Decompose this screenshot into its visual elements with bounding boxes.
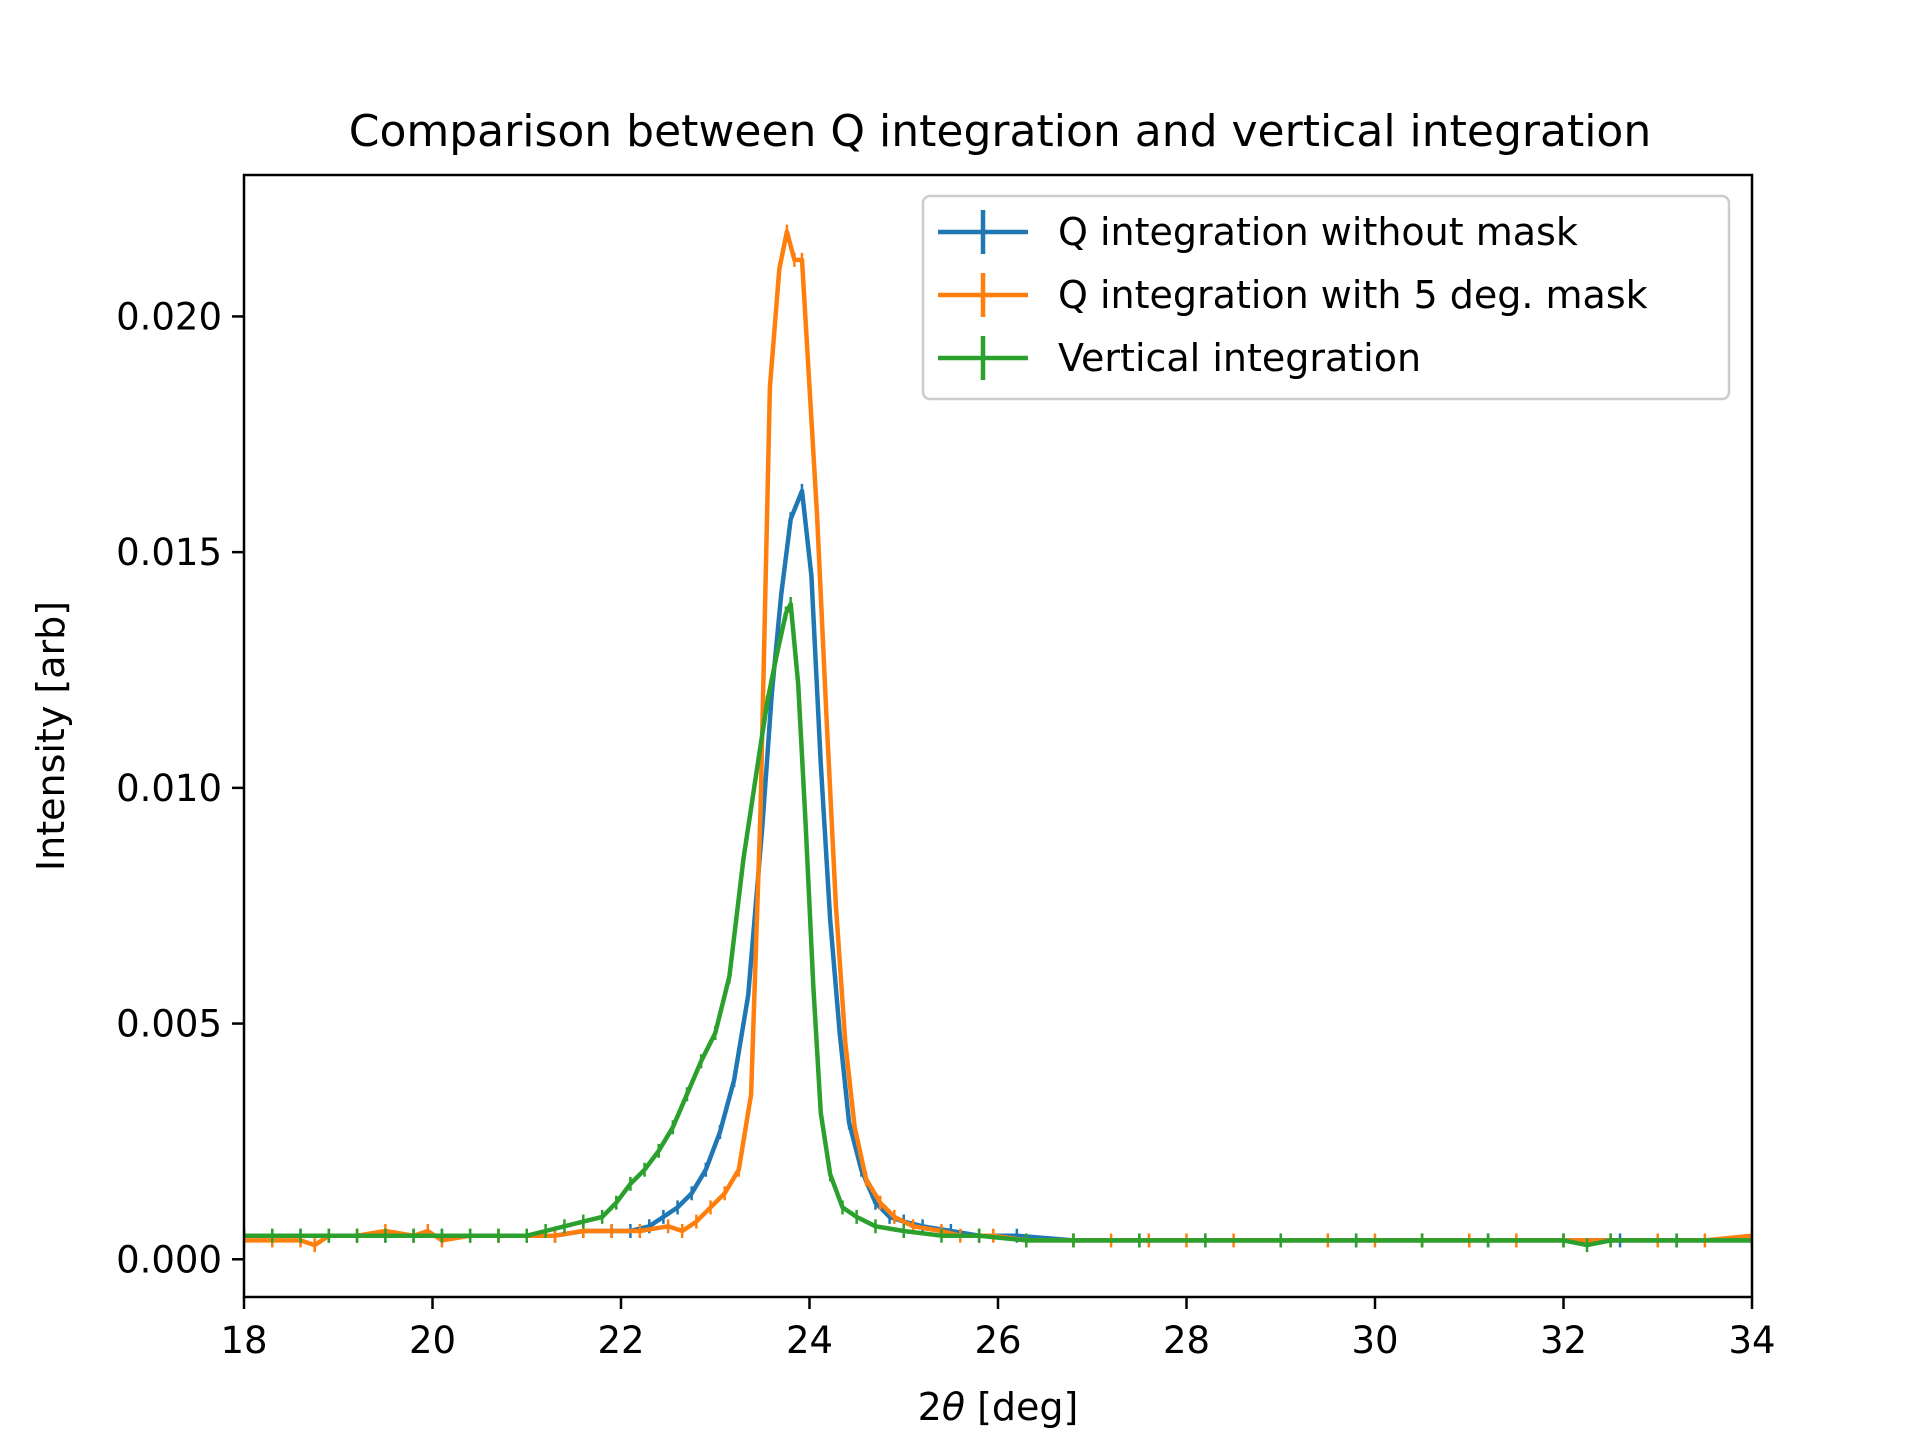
- y-tick-label: 0.000: [116, 1238, 222, 1281]
- plot-data-layer: [244, 224, 1752, 1253]
- y-tick-label: 0.020: [116, 295, 222, 338]
- x-tick-label: 20: [409, 1319, 456, 1362]
- x-axis-label-prefix: 2: [918, 1385, 942, 1429]
- x-axis-label: 2θ [deg]: [918, 1385, 1079, 1429]
- legend-label: Q integration without mask: [1058, 210, 1578, 254]
- y-tick-label: 0.010: [116, 767, 222, 810]
- x-tick-label: 24: [786, 1319, 833, 1362]
- x-axis-label-suffix: [deg]: [965, 1385, 1078, 1429]
- x-tick-label: 32: [1540, 1319, 1587, 1362]
- x-tick-label: 18: [220, 1319, 267, 1362]
- x-axis: 18 20 22 24 26 28 30 32 34: [220, 1297, 1776, 1362]
- legend-label: Vertical integration: [1058, 336, 1421, 380]
- x-tick-label: 28: [1163, 1319, 1210, 1362]
- x-tick-label: 34: [1728, 1319, 1775, 1362]
- x-tick-label: 30: [1351, 1319, 1398, 1362]
- x-tick-label: 26: [974, 1319, 1021, 1362]
- y-tick-label: 0.015: [116, 531, 222, 574]
- legend-entry: Q integration without mask: [938, 210, 1578, 254]
- y-axis-label: Intensity [arb]: [29, 601, 73, 871]
- legend: Q integration without mask Q integration …: [921, 194, 1731, 401]
- series-3: [244, 597, 1752, 1253]
- x-tick-label: 22: [597, 1319, 644, 1362]
- legend-label: Q integration with 5 deg. mask: [1058, 273, 1648, 317]
- y-tick-label: 0.005: [116, 1003, 222, 1046]
- x-axis-label-symbol: θ: [942, 1385, 965, 1429]
- y-axis: 0.000 0.005 0.010 0.015 0.020: [116, 295, 244, 1281]
- legend-entry: Q integration with 5 deg. mask: [938, 273, 1648, 317]
- chart-title: Comparison between Q integration and ver…: [349, 106, 1652, 157]
- series-line: [244, 601, 1752, 1248]
- legend-box: [921, 194, 1731, 401]
- legend-entry: Vertical integration: [938, 336, 1421, 380]
